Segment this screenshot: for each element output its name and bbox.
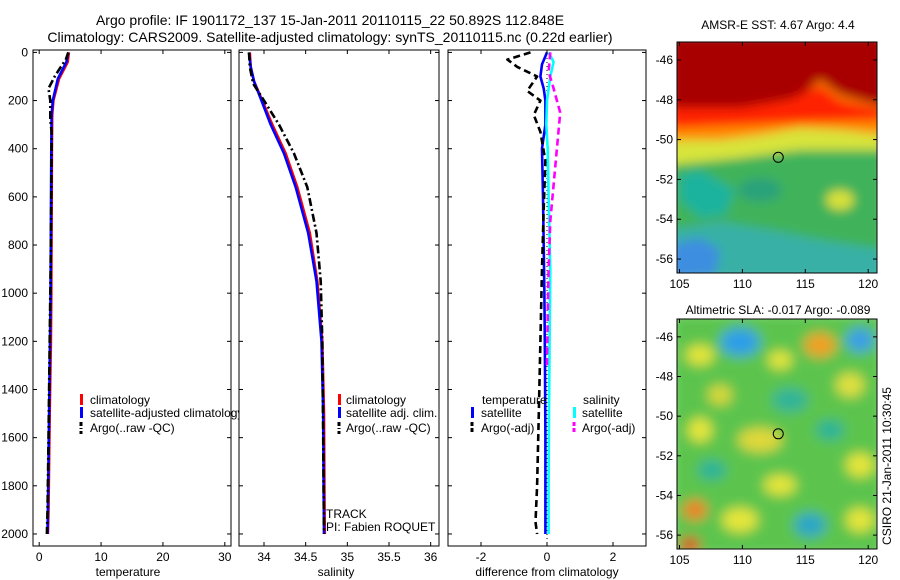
y-tick-label: 1000 bbox=[1, 286, 28, 300]
temperature-panel: 0 10 20 30 0 200 400 600 800 1000 1200 1400 1600 1800… bbox=[1, 45, 243, 579]
map-y-tick-label: -54 bbox=[656, 488, 674, 502]
legend-label-satellite: satellite-adjusted climatology bbox=[90, 406, 243, 420]
x-tick-label: 30 bbox=[218, 550, 232, 564]
y-tick-label: 1400 bbox=[1, 382, 28, 396]
sst-field bbox=[677, 42, 877, 273]
y-tick-label: 1200 bbox=[1, 334, 28, 348]
y-tick-label: 2000 bbox=[1, 527, 28, 541]
sla-map-frame bbox=[676, 318, 878, 550]
map-x-tick-label: 110 bbox=[733, 553, 752, 567]
map-y-tick-label: -50 bbox=[656, 409, 674, 423]
legend-swatch-sal-satellite bbox=[573, 407, 576, 418]
series-line-satellite-adj-clim- bbox=[247, 52, 326, 535]
temperature-axes-box bbox=[32, 49, 232, 547]
series-line-argo-raw-qc- bbox=[247, 52, 326, 535]
difference-xlabel: difference from climatology bbox=[475, 565, 618, 579]
y-tick-label: 0 bbox=[21, 45, 28, 59]
legend-label-climatology: climatology bbox=[90, 393, 150, 407]
series-line-temperature-satellite bbox=[539, 51, 549, 534]
legend-label-temp-satellite: satellite bbox=[481, 406, 522, 420]
legend-swatch-satellite bbox=[338, 407, 341, 418]
legend-heading-temperature: temperature bbox=[482, 393, 547, 407]
y-tick-label: 1800 bbox=[1, 479, 28, 493]
map-x-tick-label: 105 bbox=[670, 553, 690, 567]
y-tick-label: 400 bbox=[8, 142, 28, 156]
x-tick-label: 0 bbox=[544, 550, 551, 564]
legend-label-argo: Argo(..raw -QC) bbox=[90, 421, 175, 435]
x-tick-label: 20 bbox=[156, 550, 170, 564]
legend-label-sal-satellite: satellite bbox=[582, 406, 623, 420]
sla-map-panel: Altimetric SLA: -0.017 Argo: -0.089 bbox=[656, 303, 894, 567]
map-y-tick-label: -54 bbox=[656, 212, 674, 226]
figure-title-line-2: Climatology: CARS2009. Satellite-adjuste… bbox=[47, 29, 613, 45]
difference-legend: temperature satellite Argo(-adj) salinit… bbox=[470, 393, 635, 435]
map-y-tick-label: -56 bbox=[656, 252, 674, 266]
series-line-temperature-argo-adj- bbox=[506, 51, 547, 535]
map-y-tick-label: -48 bbox=[656, 93, 674, 107]
x-tick-label: 34 bbox=[257, 550, 271, 564]
salinity-axes-box bbox=[238, 49, 440, 547]
legend-label-temp-argo: Argo(-adj) bbox=[481, 421, 534, 435]
x-tick-label: 2 bbox=[610, 550, 617, 564]
y-tick-label: 600 bbox=[8, 190, 28, 204]
pi-label: PI: Fabien ROQUET bbox=[326, 520, 436, 534]
legend-swatch-climatology bbox=[80, 394, 83, 405]
map-y-tick-label: -50 bbox=[656, 133, 674, 147]
figure-title-line-1: Argo profile: IF 1901172_137 15-Jan-2011… bbox=[95, 12, 565, 28]
x-tick-label: 36 bbox=[424, 550, 438, 564]
legend-swatch-satellite bbox=[80, 407, 83, 418]
sla-field bbox=[677, 319, 877, 549]
salinity-xlabel: salinity bbox=[318, 565, 355, 579]
legend-swatch-climatology bbox=[338, 394, 341, 405]
csiro-timestamp-label: CSIRO 21-Jan-2011 10:30:45 bbox=[880, 387, 894, 545]
map-x-tick-label: 110 bbox=[733, 277, 752, 291]
sst-argo-position-marker bbox=[772, 151, 784, 163]
legend-label-satellite: satellite adj. clim. bbox=[346, 406, 437, 420]
map-y-tick-label: -52 bbox=[656, 449, 674, 463]
salinity-legend: climatology satellite adj. clim. Argo(..… bbox=[337, 393, 437, 435]
legend-label-argo: Argo(..raw -QC) bbox=[346, 421, 431, 435]
series-line-satellite-adjusted-climatology bbox=[46, 52, 70, 535]
y-tick-label: 200 bbox=[8, 94, 28, 108]
map-y-tick-label: -56 bbox=[656, 528, 674, 542]
sla-map-title: Altimetric SLA: -0.017 Argo: -0.089 bbox=[686, 303, 871, 317]
temperature-xlabel: temperature bbox=[96, 565, 161, 579]
map-y-tick-label: -52 bbox=[656, 172, 674, 186]
y-tick-label: 800 bbox=[8, 238, 28, 252]
sst-map-panel: AMSR-E SST: 4.67 Argo: 4.4 105 110 115 120 bbox=[656, 18, 879, 291]
x-tick-label: 34.5 bbox=[294, 550, 318, 564]
x-tick-label: 35.5 bbox=[377, 550, 401, 564]
x-tick-label: -2 bbox=[476, 550, 487, 564]
track-label: TRACK bbox=[326, 507, 367, 521]
series-line-argo-raw-qc- bbox=[45, 51, 70, 535]
difference-panel: -2 0 2 difference from climatology tempera… bbox=[447, 49, 647, 579]
x-tick-label: 0 bbox=[36, 550, 43, 564]
sla-argo-position-marker bbox=[772, 428, 784, 440]
series-line-salinity-argo-adj- bbox=[545, 52, 562, 366]
series-line-salinity-satellite bbox=[544, 51, 555, 534]
map-y-tick-label: -46 bbox=[656, 330, 674, 344]
legend-swatch-temp-satellite bbox=[471, 407, 474, 418]
map-y-tick-label: -48 bbox=[656, 370, 674, 384]
x-tick-label: 35 bbox=[341, 550, 355, 564]
temperature-legend: climatology satellite-adjusted climatolo… bbox=[79, 393, 243, 435]
map-x-tick-label: 115 bbox=[796, 277, 815, 291]
y-tick-label: 1600 bbox=[1, 431, 28, 445]
map-x-tick-label: 120 bbox=[858, 277, 878, 291]
map-x-tick-label: 120 bbox=[858, 553, 878, 567]
legend-label-sal-argo: Argo(-adj) bbox=[582, 421, 635, 435]
map-x-tick-label: 105 bbox=[670, 277, 690, 291]
sst-map-title: AMSR-E SST: 4.67 Argo: 4.4 bbox=[701, 18, 855, 32]
salinity-panel: 34 34.5 35 35.5 36 salinity climatology sate… bbox=[238, 49, 440, 579]
legend-label-climatology: climatology bbox=[346, 393, 406, 407]
map-x-tick-label: 115 bbox=[796, 553, 815, 567]
x-tick-label: 10 bbox=[94, 550, 108, 564]
legend-heading-salinity: salinity bbox=[583, 393, 620, 407]
sst-map-frame bbox=[676, 41, 878, 274]
map-y-tick-label: -46 bbox=[656, 53, 674, 67]
